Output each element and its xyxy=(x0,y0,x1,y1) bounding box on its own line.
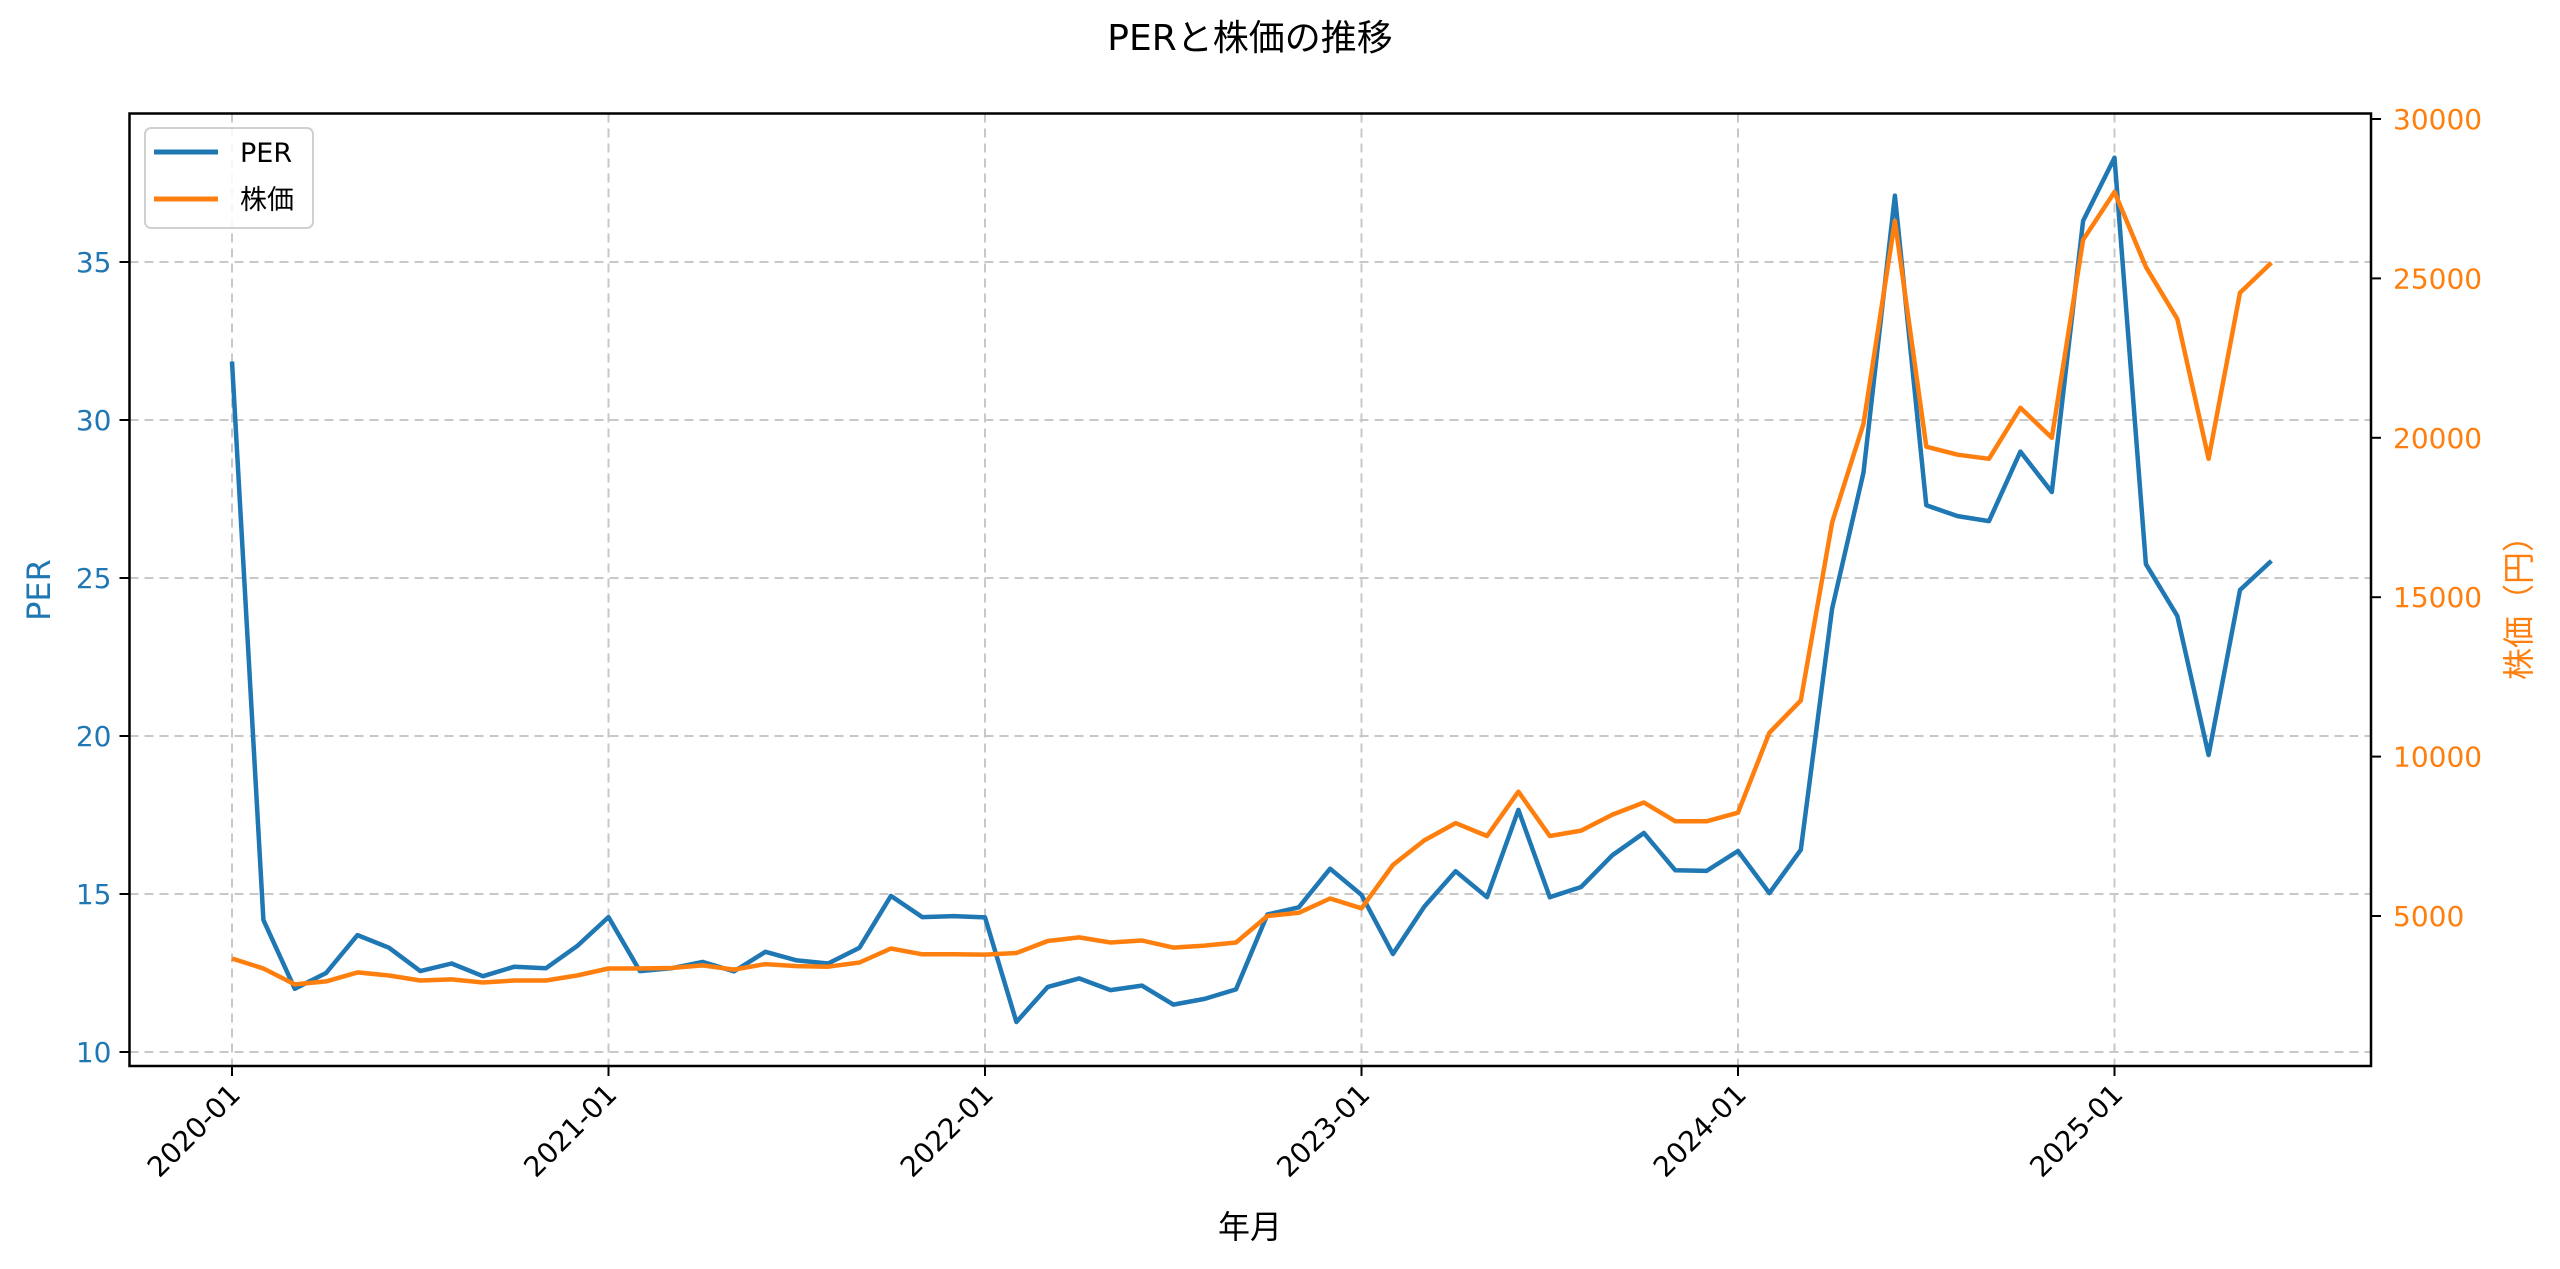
y-axis-label-left: PER xyxy=(20,559,58,621)
x-axis-ticks: 2020-01 2021-01 2022-01 2023-01 2024-01 2025-… xyxy=(141,1066,2129,1184)
left-axis-ticks: 10 15 20 25 30 35 xyxy=(76,246,130,1069)
x-tick-label: 2025-01 xyxy=(2023,1078,2129,1184)
legend-label-price: 株価 xyxy=(240,185,294,216)
left-tick-label: 10 xyxy=(76,1036,112,1069)
plot-frame xyxy=(128,112,2373,1068)
left-tick-label: 20 xyxy=(76,720,112,753)
x-tick-label: 2020-01 xyxy=(141,1078,247,1184)
legend-label-per: PER xyxy=(240,138,292,169)
left-tick-label: 25 xyxy=(76,562,112,595)
right-tick-label: 10000 xyxy=(2393,741,2482,774)
legend: PER 株価 xyxy=(144,127,314,229)
right-tick-label: 25000 xyxy=(2393,262,2482,295)
right-tick-label: 20000 xyxy=(2393,422,2482,455)
x-tick-label: 2024-01 xyxy=(1647,1078,1753,1184)
left-tick-label: 35 xyxy=(76,246,112,279)
left-tick-label: 30 xyxy=(76,404,112,437)
series-layer xyxy=(229,155,2273,1025)
x-tick-label: 2023-01 xyxy=(1270,1078,1376,1184)
series-line-price xyxy=(231,189,2273,987)
x-tick-label: 2022-01 xyxy=(894,1078,1000,1184)
series-line-per xyxy=(229,155,2273,1025)
y-axis-label-right: 株価（円） xyxy=(2500,520,2538,680)
x-tick-label: 2021-01 xyxy=(517,1078,623,1184)
chart-title: PERと株価の推移 xyxy=(1107,18,1392,59)
left-tick-label: 15 xyxy=(76,878,112,911)
right-tick-label: 30000 xyxy=(2393,103,2482,136)
x-axis-label: 年月 xyxy=(1218,1208,1282,1246)
right-tick-label: 5000 xyxy=(2393,900,2464,933)
right-tick-label: 15000 xyxy=(2393,581,2482,614)
right-axis-ticks: 5000 10000 15000 20000 25000 30000 xyxy=(2371,103,2482,933)
grid-lines xyxy=(129,113,2371,1066)
